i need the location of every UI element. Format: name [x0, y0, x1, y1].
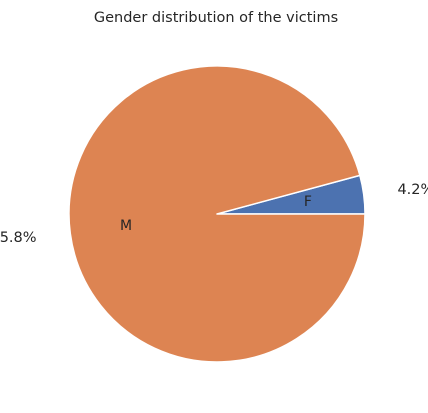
slice-category-label: F — [304, 194, 312, 210]
slice-category-label: M — [120, 218, 132, 234]
slice-percent-label: 4.2% — [397, 182, 428, 198]
pie-slice-M — [68, 65, 366, 363]
slice-percent-label: 95.8% — [0, 230, 37, 246]
pie-slices — [68, 65, 366, 363]
pie-labels: F 4.2% M 95.8% — [0, 182, 428, 246]
chart-title: Gender distribution of the victims — [94, 10, 338, 26]
